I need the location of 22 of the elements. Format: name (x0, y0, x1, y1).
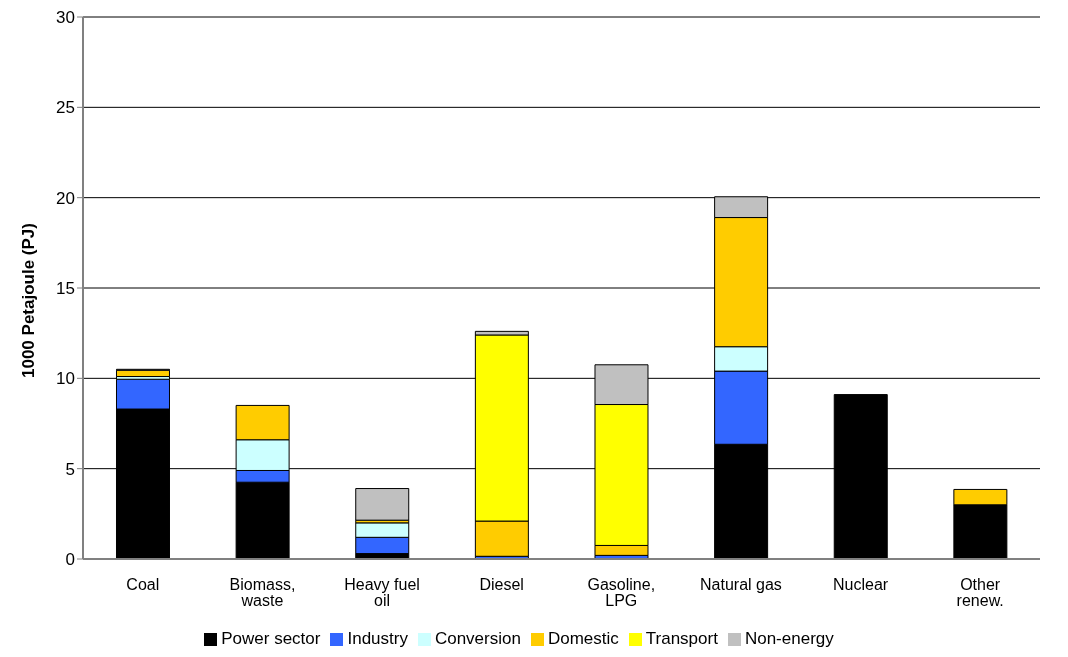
x-tick-label: Gasoline, LPG (587, 576, 656, 610)
x-tick-label: Heavy fuel oil (344, 576, 420, 610)
y-tick-label: 30 (56, 8, 75, 28)
legend-label: Domestic (547, 629, 619, 648)
y-axis-title: 1000 Petajoule (PJ) (19, 223, 39, 378)
legend-label: Power sector (221, 629, 321, 648)
y-tick-label: 10 (56, 369, 75, 389)
legend-label: Non-energy (744, 629, 834, 648)
y-tick-label: 0 (65, 550, 75, 570)
y-tick-label: 5 (65, 459, 75, 479)
x-tick-label: Coal (126, 576, 160, 594)
x-tick-label: Biomass, waste (229, 576, 296, 610)
x-tick-label: Natural gas (700, 576, 782, 594)
x-tick-label: Nuclear (832, 576, 889, 594)
y-tick-label: 20 (56, 188, 75, 208)
y-tick-label: 15 (56, 279, 75, 299)
legend-label: Transport (645, 629, 718, 648)
x-tick-label: Diesel (479, 576, 524, 594)
legend-label: Conversion (434, 629, 521, 648)
y-tick-label: 25 (56, 98, 75, 118)
legend-label: Industry (347, 629, 408, 648)
x-tick-label: Other renew. (956, 576, 1004, 610)
